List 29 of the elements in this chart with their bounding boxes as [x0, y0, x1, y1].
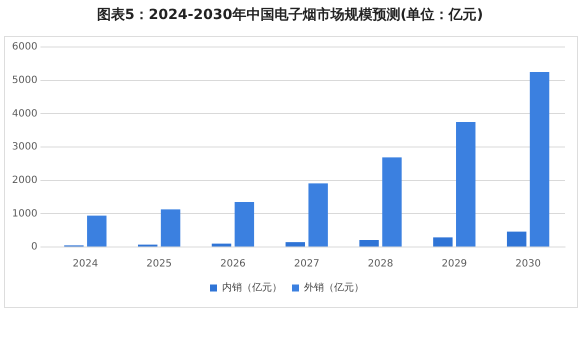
x-tick-label: 2027	[294, 258, 320, 270]
y-tick-label: 4000	[12, 108, 38, 120]
bar	[359, 240, 379, 246]
chart-title: 图表5：2024-2030年中国电子烟市场规模预测(单位：亿元)	[96, 6, 484, 24]
x-tick-label: 2026	[220, 258, 246, 270]
bar	[87, 216, 107, 246]
y-tick-label: 0	[31, 242, 38, 253]
x-tick-label: 2030	[515, 258, 541, 270]
bar	[530, 72, 550, 246]
bar	[433, 237, 453, 246]
legend-label: 内销（亿元）	[222, 282, 282, 294]
y-tick-label: 5000	[12, 74, 38, 86]
y-tick-label: 6000	[12, 42, 38, 53]
legend-label: 外销（亿元）	[304, 282, 364, 294]
x-tick-label: 2025	[146, 258, 172, 270]
x-tick-label: 2028	[368, 258, 394, 270]
bar	[212, 244, 232, 246]
bar	[308, 183, 328, 246]
bar	[160, 209, 180, 246]
bar	[506, 232, 526, 246]
x-tick-label: 2024	[72, 258, 98, 270]
bar	[382, 157, 402, 246]
bar	[456, 122, 476, 246]
x-tick-label: 2029	[442, 258, 468, 270]
y-tick-label: 3000	[12, 142, 38, 153]
bar	[234, 202, 254, 246]
bar	[286, 242, 306, 246]
y-tick-label: 2000	[12, 174, 38, 186]
y-tick-label: 1000	[12, 208, 38, 220]
